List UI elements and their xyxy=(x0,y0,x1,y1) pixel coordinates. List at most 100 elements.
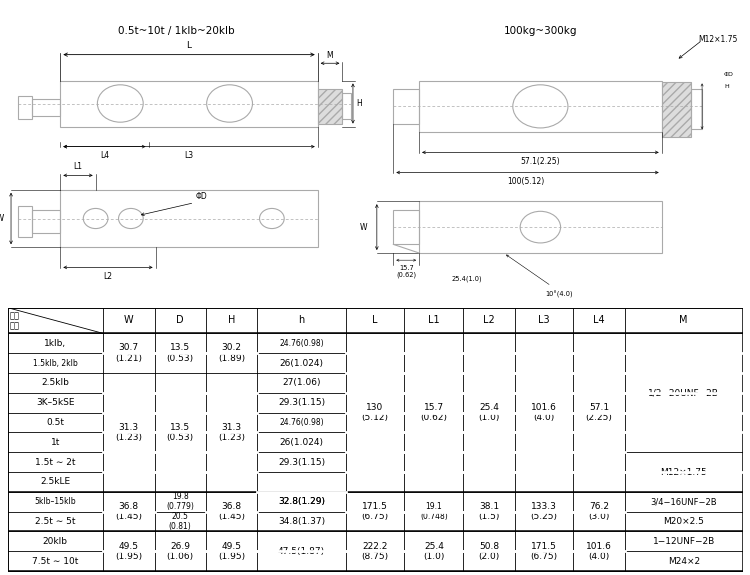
Text: M24×2: M24×2 xyxy=(668,557,700,566)
Text: 1/2−20UNF−2B: 1/2−20UNF−2B xyxy=(648,388,719,397)
Text: 32.8(1.29): 32.8(1.29) xyxy=(278,497,325,506)
Text: 101.6
(4.0): 101.6 (4.0) xyxy=(531,403,557,422)
Text: 量程: 量程 xyxy=(10,321,20,331)
Bar xyxy=(18,205,32,237)
Text: 1−12UNF−2B: 1−12UNF−2B xyxy=(652,537,715,546)
Text: 32.8(1.29): 32.8(1.29) xyxy=(278,497,325,506)
Text: 2.5klb: 2.5klb xyxy=(41,378,69,388)
Text: 19.8
(0.779): 19.8 (0.779) xyxy=(166,492,194,511)
Text: M: M xyxy=(327,51,333,60)
Text: 1klb,: 1klb, xyxy=(44,339,66,348)
Bar xyxy=(419,201,662,253)
Bar xyxy=(60,190,318,247)
Bar xyxy=(691,89,702,129)
Text: D: D xyxy=(176,316,184,325)
Text: L4: L4 xyxy=(593,316,605,325)
Text: h: h xyxy=(298,316,304,325)
Text: 2.5kLE: 2.5kLE xyxy=(40,477,70,486)
Text: 36.8
(1.45): 36.8 (1.45) xyxy=(116,502,142,522)
Text: 101.6
(4.0): 101.6 (4.0) xyxy=(586,542,612,561)
Text: 34.8(1.37): 34.8(1.37) xyxy=(278,517,325,526)
Text: 27(1.06): 27(1.06) xyxy=(282,378,321,388)
Text: L2: L2 xyxy=(483,316,495,325)
Text: L3: L3 xyxy=(184,151,194,160)
Text: 2.5t ∼ 5t: 2.5t ∼ 5t xyxy=(35,517,76,526)
Bar xyxy=(662,82,691,136)
Text: ΦD: ΦD xyxy=(724,72,734,77)
Text: 26.9
(1.06): 26.9 (1.06) xyxy=(166,542,194,561)
Text: 38.1
(1.5): 38.1 (1.5) xyxy=(478,502,500,522)
Text: M: M xyxy=(680,316,688,325)
Text: 30.7
(1.21): 30.7 (1.21) xyxy=(116,343,142,363)
Text: L1: L1 xyxy=(74,162,82,171)
Bar xyxy=(18,96,32,120)
Text: L3: L3 xyxy=(538,316,550,325)
Text: 133.3
(5.25): 133.3 (5.25) xyxy=(530,502,557,522)
Text: 1t: 1t xyxy=(50,438,60,447)
Bar xyxy=(32,210,60,233)
Text: 222.2
(8.75): 222.2 (8.75) xyxy=(362,542,388,561)
Text: 19.1
(0.748): 19.1 (0.748) xyxy=(420,502,448,522)
Text: 49.5
(1.95): 49.5 (1.95) xyxy=(218,542,245,561)
Text: 171.5
(6.75): 171.5 (6.75) xyxy=(530,542,557,561)
Text: H: H xyxy=(724,84,729,89)
Text: M20×2.5: M20×2.5 xyxy=(663,517,704,526)
Text: H: H xyxy=(356,99,362,108)
Text: 24.76(0.98): 24.76(0.98) xyxy=(279,339,324,348)
Text: 30.2
(1.89): 30.2 (1.89) xyxy=(218,343,245,363)
Text: 10°(4.0): 10°(4.0) xyxy=(545,290,572,298)
Text: 100kg~300kg: 100kg~300kg xyxy=(504,26,578,36)
Text: 7.5t ∼ 10t: 7.5t ∼ 10t xyxy=(32,557,79,566)
Bar xyxy=(318,89,342,124)
Text: H: H xyxy=(228,316,236,325)
Text: 3K–5kSE: 3K–5kSE xyxy=(36,398,74,407)
Text: 1.5t ∼ 2t: 1.5t ∼ 2t xyxy=(35,458,76,466)
Text: 130
(5.12): 130 (5.12) xyxy=(362,403,388,422)
Text: 0.5t: 0.5t xyxy=(46,418,64,427)
Text: 76.2
(3.0): 76.2 (3.0) xyxy=(589,502,610,522)
Bar xyxy=(342,93,351,120)
Text: 26(1.024): 26(1.024) xyxy=(280,438,323,447)
Text: 50.8
(2.0): 50.8 (2.0) xyxy=(478,542,500,561)
Text: M12×1.75: M12×1.75 xyxy=(698,34,738,44)
Bar xyxy=(393,89,419,124)
Text: 100(5.12): 100(5.12) xyxy=(507,177,544,186)
Text: 57.1(2.25): 57.1(2.25) xyxy=(520,156,560,166)
Text: L1: L1 xyxy=(428,316,439,325)
Text: ΦD: ΦD xyxy=(196,192,207,201)
Text: 13.5
(0.53): 13.5 (0.53) xyxy=(166,343,194,363)
Text: W: W xyxy=(360,223,368,232)
Text: 20klb: 20klb xyxy=(43,537,68,546)
Bar xyxy=(419,81,662,132)
Text: 49.5
(1.95): 49.5 (1.95) xyxy=(116,542,142,561)
Text: 29.3(1.15): 29.3(1.15) xyxy=(278,458,325,466)
Text: 1.5klb, 2klb: 1.5klb, 2klb xyxy=(33,359,78,367)
Text: 31.3
(1.23): 31.3 (1.23) xyxy=(116,423,142,442)
Bar xyxy=(32,99,60,116)
Text: L: L xyxy=(372,316,378,325)
Text: 171.5
(6.75): 171.5 (6.75) xyxy=(362,502,388,522)
Text: 36.8
(1.45): 36.8 (1.45) xyxy=(218,502,245,522)
Text: W: W xyxy=(0,214,4,223)
Text: L: L xyxy=(187,41,191,50)
Text: W: W xyxy=(124,316,134,325)
Text: 15.7
(0.62): 15.7 (0.62) xyxy=(420,403,447,422)
Text: 0.5t~10t / 1klb~20klb: 0.5t~10t / 1klb~20klb xyxy=(118,26,235,36)
Bar xyxy=(393,210,419,244)
Text: 25.4(1.0): 25.4(1.0) xyxy=(452,276,482,282)
Text: 25.4
(1.0): 25.4 (1.0) xyxy=(423,542,445,561)
Text: 31.3
(1.23): 31.3 (1.23) xyxy=(218,423,245,442)
Text: 13.5
(0.53): 13.5 (0.53) xyxy=(166,423,194,442)
Text: 5klb–15klb: 5klb–15klb xyxy=(34,497,76,506)
Bar xyxy=(60,81,318,126)
Text: 47.5(1.87): 47.5(1.87) xyxy=(278,547,325,555)
Text: M12×1.75: M12×1.75 xyxy=(660,467,707,477)
Text: 尺寸: 尺寸 xyxy=(10,312,20,321)
Text: 24.76(0.98): 24.76(0.98) xyxy=(279,418,324,427)
Text: L4: L4 xyxy=(100,151,109,160)
Text: 20.5
(0.81): 20.5 (0.81) xyxy=(169,512,191,531)
Text: L2: L2 xyxy=(104,272,112,281)
Text: 25.4
(1.0): 25.4 (1.0) xyxy=(478,403,500,422)
Text: 3/4−16UNF−2B: 3/4−16UNF−2B xyxy=(650,497,717,506)
Text: 26(1.024): 26(1.024) xyxy=(280,359,323,367)
